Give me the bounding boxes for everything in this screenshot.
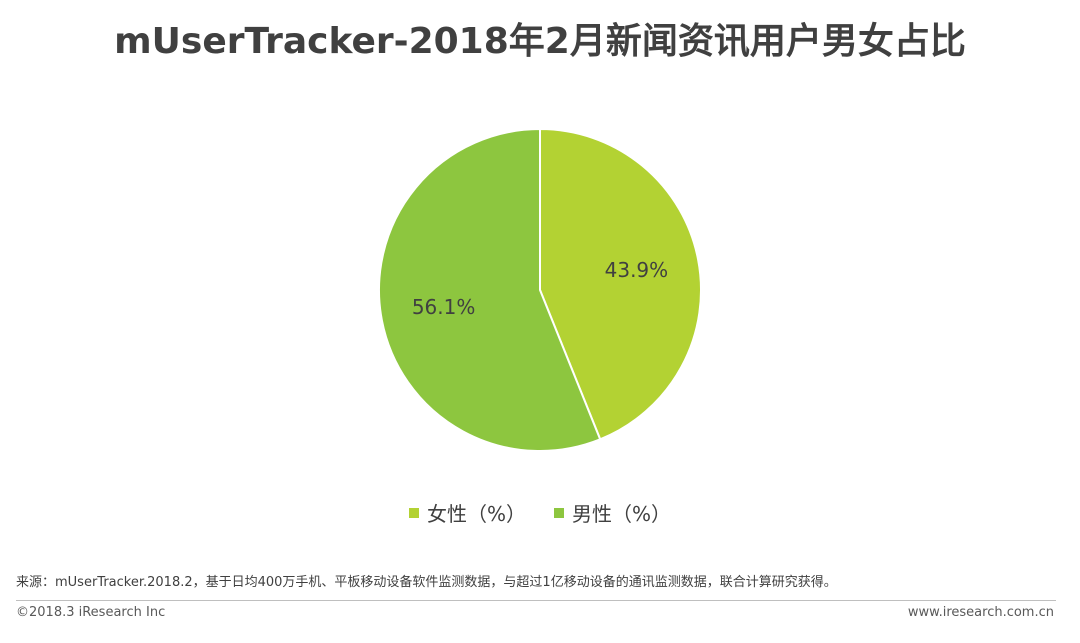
legend-label-male: 男性（%）: [572, 502, 672, 526]
source-note: 来源：mUserTracker.2018.2，基于日均400万手机、平板移动设备…: [16, 575, 837, 590]
data-label-male: 56.1%: [412, 295, 476, 319]
legend-swatch-female: [408, 507, 419, 518]
legend: 女性（%） 男性（%）: [0, 498, 1080, 527]
legend-label-female: 女性（%）: [426, 502, 526, 526]
pie-slice-male: [378, 127, 602, 452]
legend-item-male: 男性（%）: [554, 498, 671, 527]
legend-swatch-male: [554, 507, 564, 518]
data-label-female: 43.9%: [605, 258, 669, 282]
pie-slice-female: [539, 127, 702, 441]
pie-chart: 43.9% 56.1%: [378, 127, 702, 452]
legend-item-female: 女性（%）: [408, 498, 526, 527]
copyright: ©2018.3 iResearch Inc: [16, 605, 166, 620]
website-link[interactable]: www.iresearch.com.cn: [907, 605, 1054, 620]
footer-divider: [16, 600, 1056, 601]
chart-title: mUserTracker-2018年2月新闻资讯用户男女占比: [114, 21, 966, 62]
